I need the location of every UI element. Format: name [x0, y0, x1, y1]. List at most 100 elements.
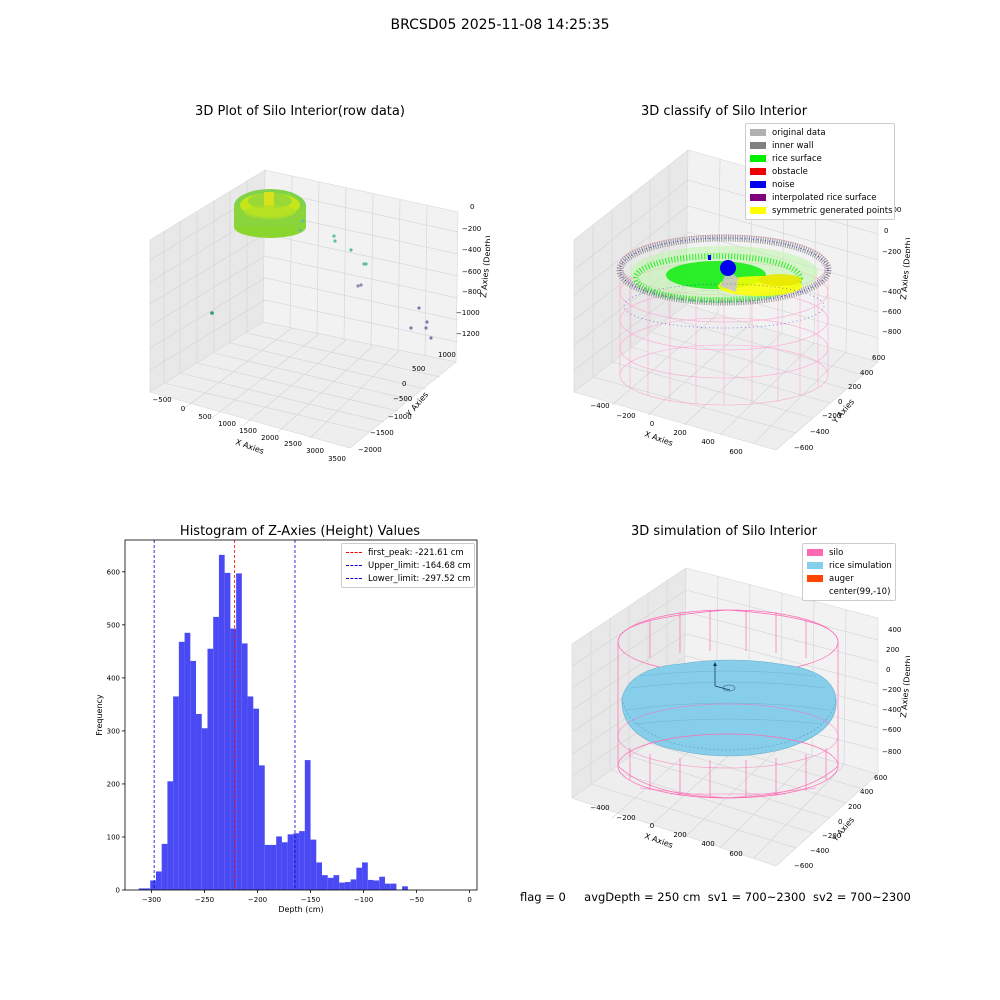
histogram-chart[interactable]: −300 −250 −200 −150 −100 −50 0 0 100 200 300 400 50…: [80, 530, 490, 920]
svg-text:−400: −400: [810, 847, 829, 855]
plot2-title: 3D classify of Silo Interior: [640, 104, 808, 119]
plot4-x-ticks: −400 −200 0 200 400 600: [590, 804, 742, 858]
histogram-bar: [184, 632, 191, 890]
svg-text:−400: −400: [882, 706, 901, 714]
histogram-bar: [270, 844, 277, 890]
histogram-bar: [167, 781, 174, 890]
x-tick-label: −50: [409, 896, 424, 904]
svg-text:1000: 1000: [218, 420, 236, 428]
status-footer: flag = 0 avgDepth = 250 cm sv1 = 700~230…: [520, 890, 911, 904]
x-tick-label: −250: [195, 896, 214, 904]
x-tick-label: −100: [354, 896, 373, 904]
svg-text:−200: −200: [822, 832, 841, 840]
plot1-x-ticks: −500 0 500 1000 1500 2000 2500 3000 3500: [152, 396, 346, 463]
histogram-legend: first_peak: -221.61 cm Upper_limit: -164…: [341, 543, 475, 588]
histogram-bar: [178, 641, 185, 890]
svg-text:0: 0: [402, 380, 406, 388]
svg-text:−600: −600: [882, 726, 901, 734]
histogram-bar: [150, 880, 156, 890]
plot1-z-ticks: 0 −200 −400 −600 −800 −1000 −1200: [456, 203, 481, 338]
plot3-title: Histogram of Z-Axies (Height) Values: [179, 524, 421, 539]
histogram-bar: [299, 831, 305, 890]
histogram-bar: [339, 882, 345, 890]
svg-text:0: 0: [181, 405, 185, 413]
svg-text:−2000: −2000: [358, 446, 382, 454]
sv1-text: sv1 = 700~2300: [707, 890, 806, 904]
y-tick-label: 300: [107, 727, 120, 735]
legend-item-original-data: original data: [746, 126, 894, 139]
plot1-zlabel: Z Axies (Depth): [479, 235, 490, 298]
histogram-bar: [304, 760, 311, 890]
svg-text:−800: −800: [462, 288, 481, 296]
plot4-silo-wireframe-front: [617, 703, 839, 799]
legend-swatch: [750, 168, 766, 175]
histogram-bar: [281, 842, 288, 890]
svg-text:400: 400: [860, 788, 873, 796]
histogram-bar: [327, 877, 334, 890]
histogram-reference-lines: [153, 540, 296, 890]
svg-text:0: 0: [650, 822, 654, 830]
histogram-bars: [138, 554, 408, 890]
plot2-x-ticks: −400 −200 0 200 400 600: [590, 402, 742, 456]
histogram-bar: [310, 839, 317, 890]
plot4-legend: silo rice simulation auger center(99,-10…: [802, 543, 896, 601]
x-tick-label: −300: [142, 896, 161, 904]
histogram-bar: [224, 572, 231, 890]
svg-text:−400: −400: [590, 804, 609, 812]
svg-text:3000: 3000: [306, 447, 324, 455]
svg-text:200: 200: [848, 803, 861, 811]
svg-text:−400: −400: [810, 428, 829, 436]
legend-swatch: [807, 549, 823, 556]
histogram-bar: [259, 765, 265, 890]
svg-text:400: 400: [701, 438, 714, 446]
plot2-xlabel: X Axies: [643, 429, 674, 448]
legend-item-symmetric-generated-points: symmetric generated points: [746, 204, 894, 217]
histogram-bar: [367, 879, 374, 890]
plot4-auger-marker: [713, 662, 736, 692]
legend-swatch: [750, 194, 766, 201]
legend-swatch: [750, 129, 766, 136]
plot2-3d-axes[interactable]: −400 −200 0 200 400 600 X Axies 600 400 200 0 −…: [560, 130, 910, 470]
figure-title: BRCSD05 2025-11-08 14:25:35: [390, 17, 610, 33]
legend-swatch: [807, 562, 823, 569]
legend-swatch: [807, 588, 823, 595]
plot4-zlabel: Z Axies (Depth): [899, 655, 910, 718]
svg-text:200: 200: [673, 831, 686, 839]
svg-text:−1200: −1200: [456, 330, 480, 338]
histogram-bar: [173, 696, 179, 890]
x-tick-label: −200: [248, 896, 267, 904]
plot1-rawdata-cloud: [234, 189, 306, 238]
legend-item-center: center(99,-10): [803, 585, 895, 598]
legend-item-inner-wall: inner wall: [746, 139, 894, 152]
svg-text:600: 600: [729, 448, 742, 456]
svg-text:400: 400: [701, 840, 714, 848]
plot4-rice-surface: [621, 659, 837, 757]
histogram-bar: [362, 862, 368, 890]
plot2-legend: original data inner wall rice surface ob…: [745, 123, 895, 220]
histogram-bar: [344, 882, 351, 890]
svg-text:−800: −800: [882, 328, 901, 336]
histogram-bar: [201, 728, 208, 890]
histogram-bar: [190, 660, 197, 890]
histogram-bar: [384, 883, 391, 890]
histogram-bar: [218, 554, 225, 890]
svg-text:−600: −600: [794, 862, 813, 870]
svg-text:−1500: −1500: [370, 429, 394, 437]
plot2-zlabel: Z Axies (Depth): [899, 237, 910, 300]
x-tick-label: 0: [467, 896, 471, 904]
plot1-title: 3D Plot of Silo Interior(row data): [195, 104, 405, 119]
legend-item-auger: auger: [803, 572, 895, 585]
svg-text:200: 200: [673, 429, 686, 437]
svg-text:600: 600: [874, 774, 887, 782]
legend-swatch: [750, 142, 766, 149]
legend-line: [346, 578, 362, 579]
histogram-bar: [356, 867, 363, 890]
svg-text:−600: −600: [462, 268, 481, 276]
plot1-floor-pane: [149, 321, 457, 449]
svg-text:600: 600: [872, 354, 885, 362]
svg-text:0: 0: [838, 398, 842, 406]
legend-item-obstacle: obstacle: [746, 165, 894, 178]
